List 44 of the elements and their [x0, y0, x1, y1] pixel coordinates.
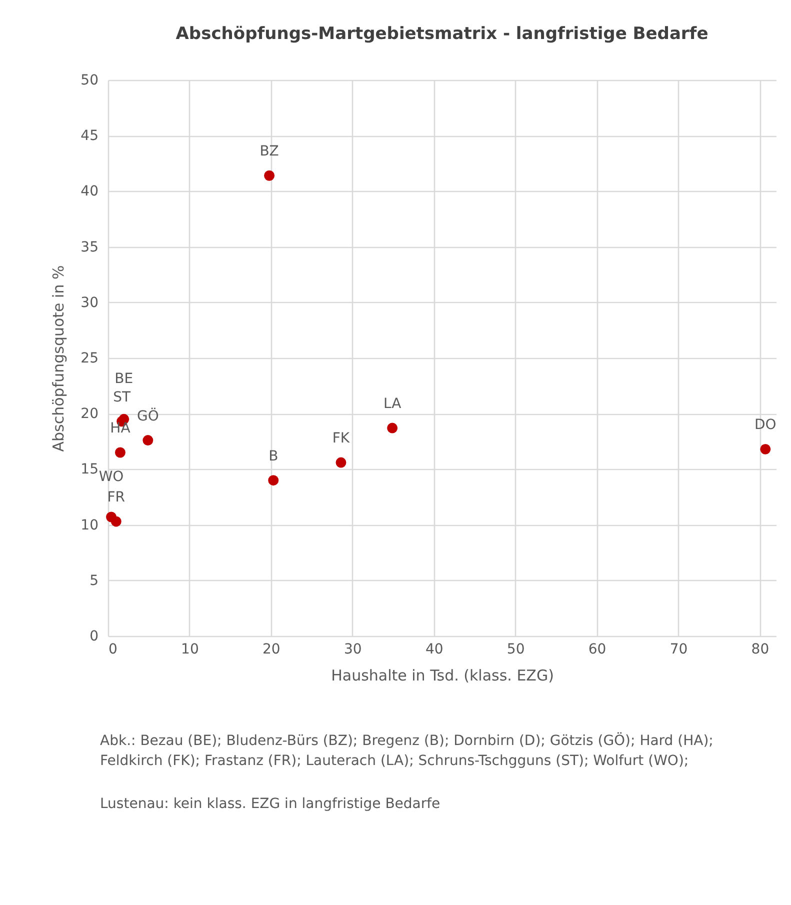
point	[142, 435, 154, 446]
point	[387, 422, 398, 434]
annotation: LA	[383, 396, 402, 412]
point	[110, 516, 122, 527]
annotation: ST	[113, 389, 132, 406]
annotation: DO	[754, 417, 776, 434]
y-tick-label: 0	[90, 628, 98, 644]
y-axis-title: Abschöpfungsquote in %	[50, 265, 68, 452]
annotation: WO	[98, 469, 124, 486]
y-tick-label: 15	[80, 462, 98, 478]
annotation: HA	[110, 420, 131, 437]
x-tick-label: 10	[181, 642, 199, 658]
x-tick-label: 50	[506, 642, 525, 658]
x-tick-label: 30	[344, 642, 362, 658]
x-tick-label: 40	[425, 642, 444, 658]
y-tick-label: 10	[80, 517, 98, 534]
y-tick-label: 35	[80, 239, 98, 256]
chart-title: Abschöpfungs-Martgebietsmatrix - langfristige Bedarfe	[176, 24, 708, 44]
annotation: BE	[114, 371, 134, 388]
x-tick-label: 60	[588, 642, 606, 658]
text: Lustenau: kein klass. EZG in langfristige Bedarfe	[100, 794, 442, 814]
y-tick-label: 25	[80, 350, 98, 366]
annotation: BZ	[260, 144, 279, 160]
x-tick-label: 0	[108, 642, 118, 658]
x-tick-label: 70	[670, 642, 688, 658]
annotation: B	[268, 448, 278, 464]
annotation: GÖ	[136, 407, 159, 424]
y-tick-label: 20	[80, 406, 98, 422]
point	[268, 475, 279, 486]
annotation: FK	[332, 430, 350, 447]
point	[336, 457, 346, 468]
point	[760, 444, 771, 454]
y-tick-label: 30	[80, 294, 98, 311]
x-axis-title: Haushalte in Tsd. (klass. EZG)	[331, 666, 554, 684]
y-tick-label: 40	[80, 184, 98, 200]
y-tick-label: 5	[90, 572, 98, 589]
annotation: FR	[107, 489, 126, 506]
point	[114, 447, 126, 458]
point	[264, 170, 275, 181]
y-tick-label: 50	[80, 72, 98, 88]
text: Abk.: Bezau (BE); Bludenz-Bürs (BZ); Bregenz (B); Dornbirn (D); Götzis (GÖ); Hard (HA); Feldkirch (FK); Frastanz (FR); Lauterach (LA); Schruns-Tschgguns (ST); Wolfurt (WO);	[100, 731, 714, 772]
x-tick-label: 20	[262, 642, 280, 658]
y-tick-label: 45	[80, 128, 98, 144]
x-tick-label: 80	[751, 642, 770, 658]
